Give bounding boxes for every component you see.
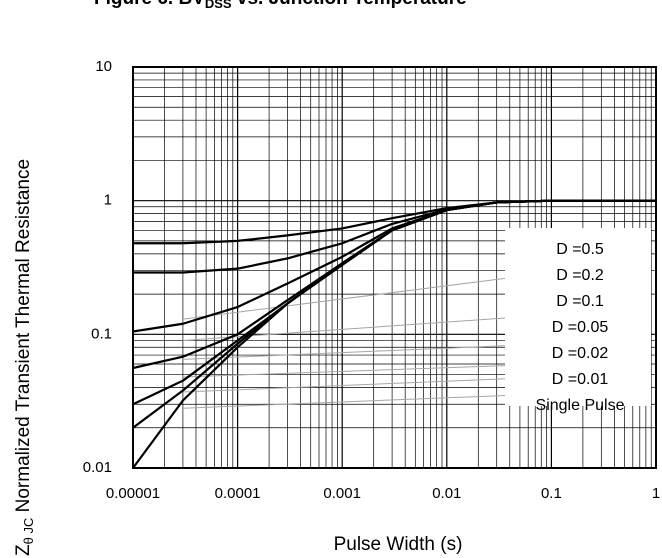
legend-box xyxy=(505,228,651,406)
svg-text:Zθ JC Normalized Transient Th: Zθ JC Normalized Transient Thermal Resis… xyxy=(13,159,36,556)
x-tick-label: 0.001 xyxy=(323,485,361,502)
x-tick-label: 0.1 xyxy=(541,485,562,502)
legend-entry: D =0.1 xyxy=(556,293,604,310)
y-axis-label: Zθ JC Normalized Transient Thermal Resis… xyxy=(13,159,36,556)
series-lines xyxy=(132,199,656,469)
y-tick-label: 0.01 xyxy=(83,459,112,476)
plot-area: D =0.5 D =0.2 D =0.1 D =0.05 D =0.02 D =0.01 S… xyxy=(132,66,657,469)
legend-entry: D =0.5 xyxy=(556,241,604,258)
background-line xyxy=(182,376,552,393)
y-tick-label: 1 xyxy=(104,192,112,209)
background-line xyxy=(182,363,552,378)
x-tick-label: 0.01 xyxy=(432,485,461,502)
x-tick-label: 0.0001 xyxy=(215,485,261,502)
x-tick-label: 1 xyxy=(652,485,660,502)
plot-frame xyxy=(132,66,657,469)
legend: D =0.5 D =0.2 D =0.1 D =0.05 D =0.02 D =0.01 S… xyxy=(536,241,625,414)
x-axis-ticks: 0.00001 0.0001 0.001 0.01 0.1 1 xyxy=(106,485,660,502)
background-line xyxy=(182,343,552,360)
background-line xyxy=(182,272,552,320)
legend-entry: Single Pulse xyxy=(536,397,625,414)
y-axis-ticks: 0.01 0.1 1 10 xyxy=(83,58,112,476)
background-line xyxy=(182,393,552,409)
legend-entry: D =0.2 xyxy=(556,267,604,284)
y-tick-label: 0.1 xyxy=(91,325,112,342)
x-axis-label: Pulse Width (s) xyxy=(334,534,463,555)
y-tick-label: 10 xyxy=(95,58,112,75)
legend-entry: D =0.02 xyxy=(552,345,609,362)
x-tick-label: 0.00001 xyxy=(106,485,160,502)
chart-title: Figure 6. BVDSS vs. Junction Temperature xyxy=(94,0,467,11)
legend-entry: D =0.05 xyxy=(552,319,609,336)
legend-entry: D =0.01 xyxy=(552,371,609,388)
series-line xyxy=(132,199,656,469)
